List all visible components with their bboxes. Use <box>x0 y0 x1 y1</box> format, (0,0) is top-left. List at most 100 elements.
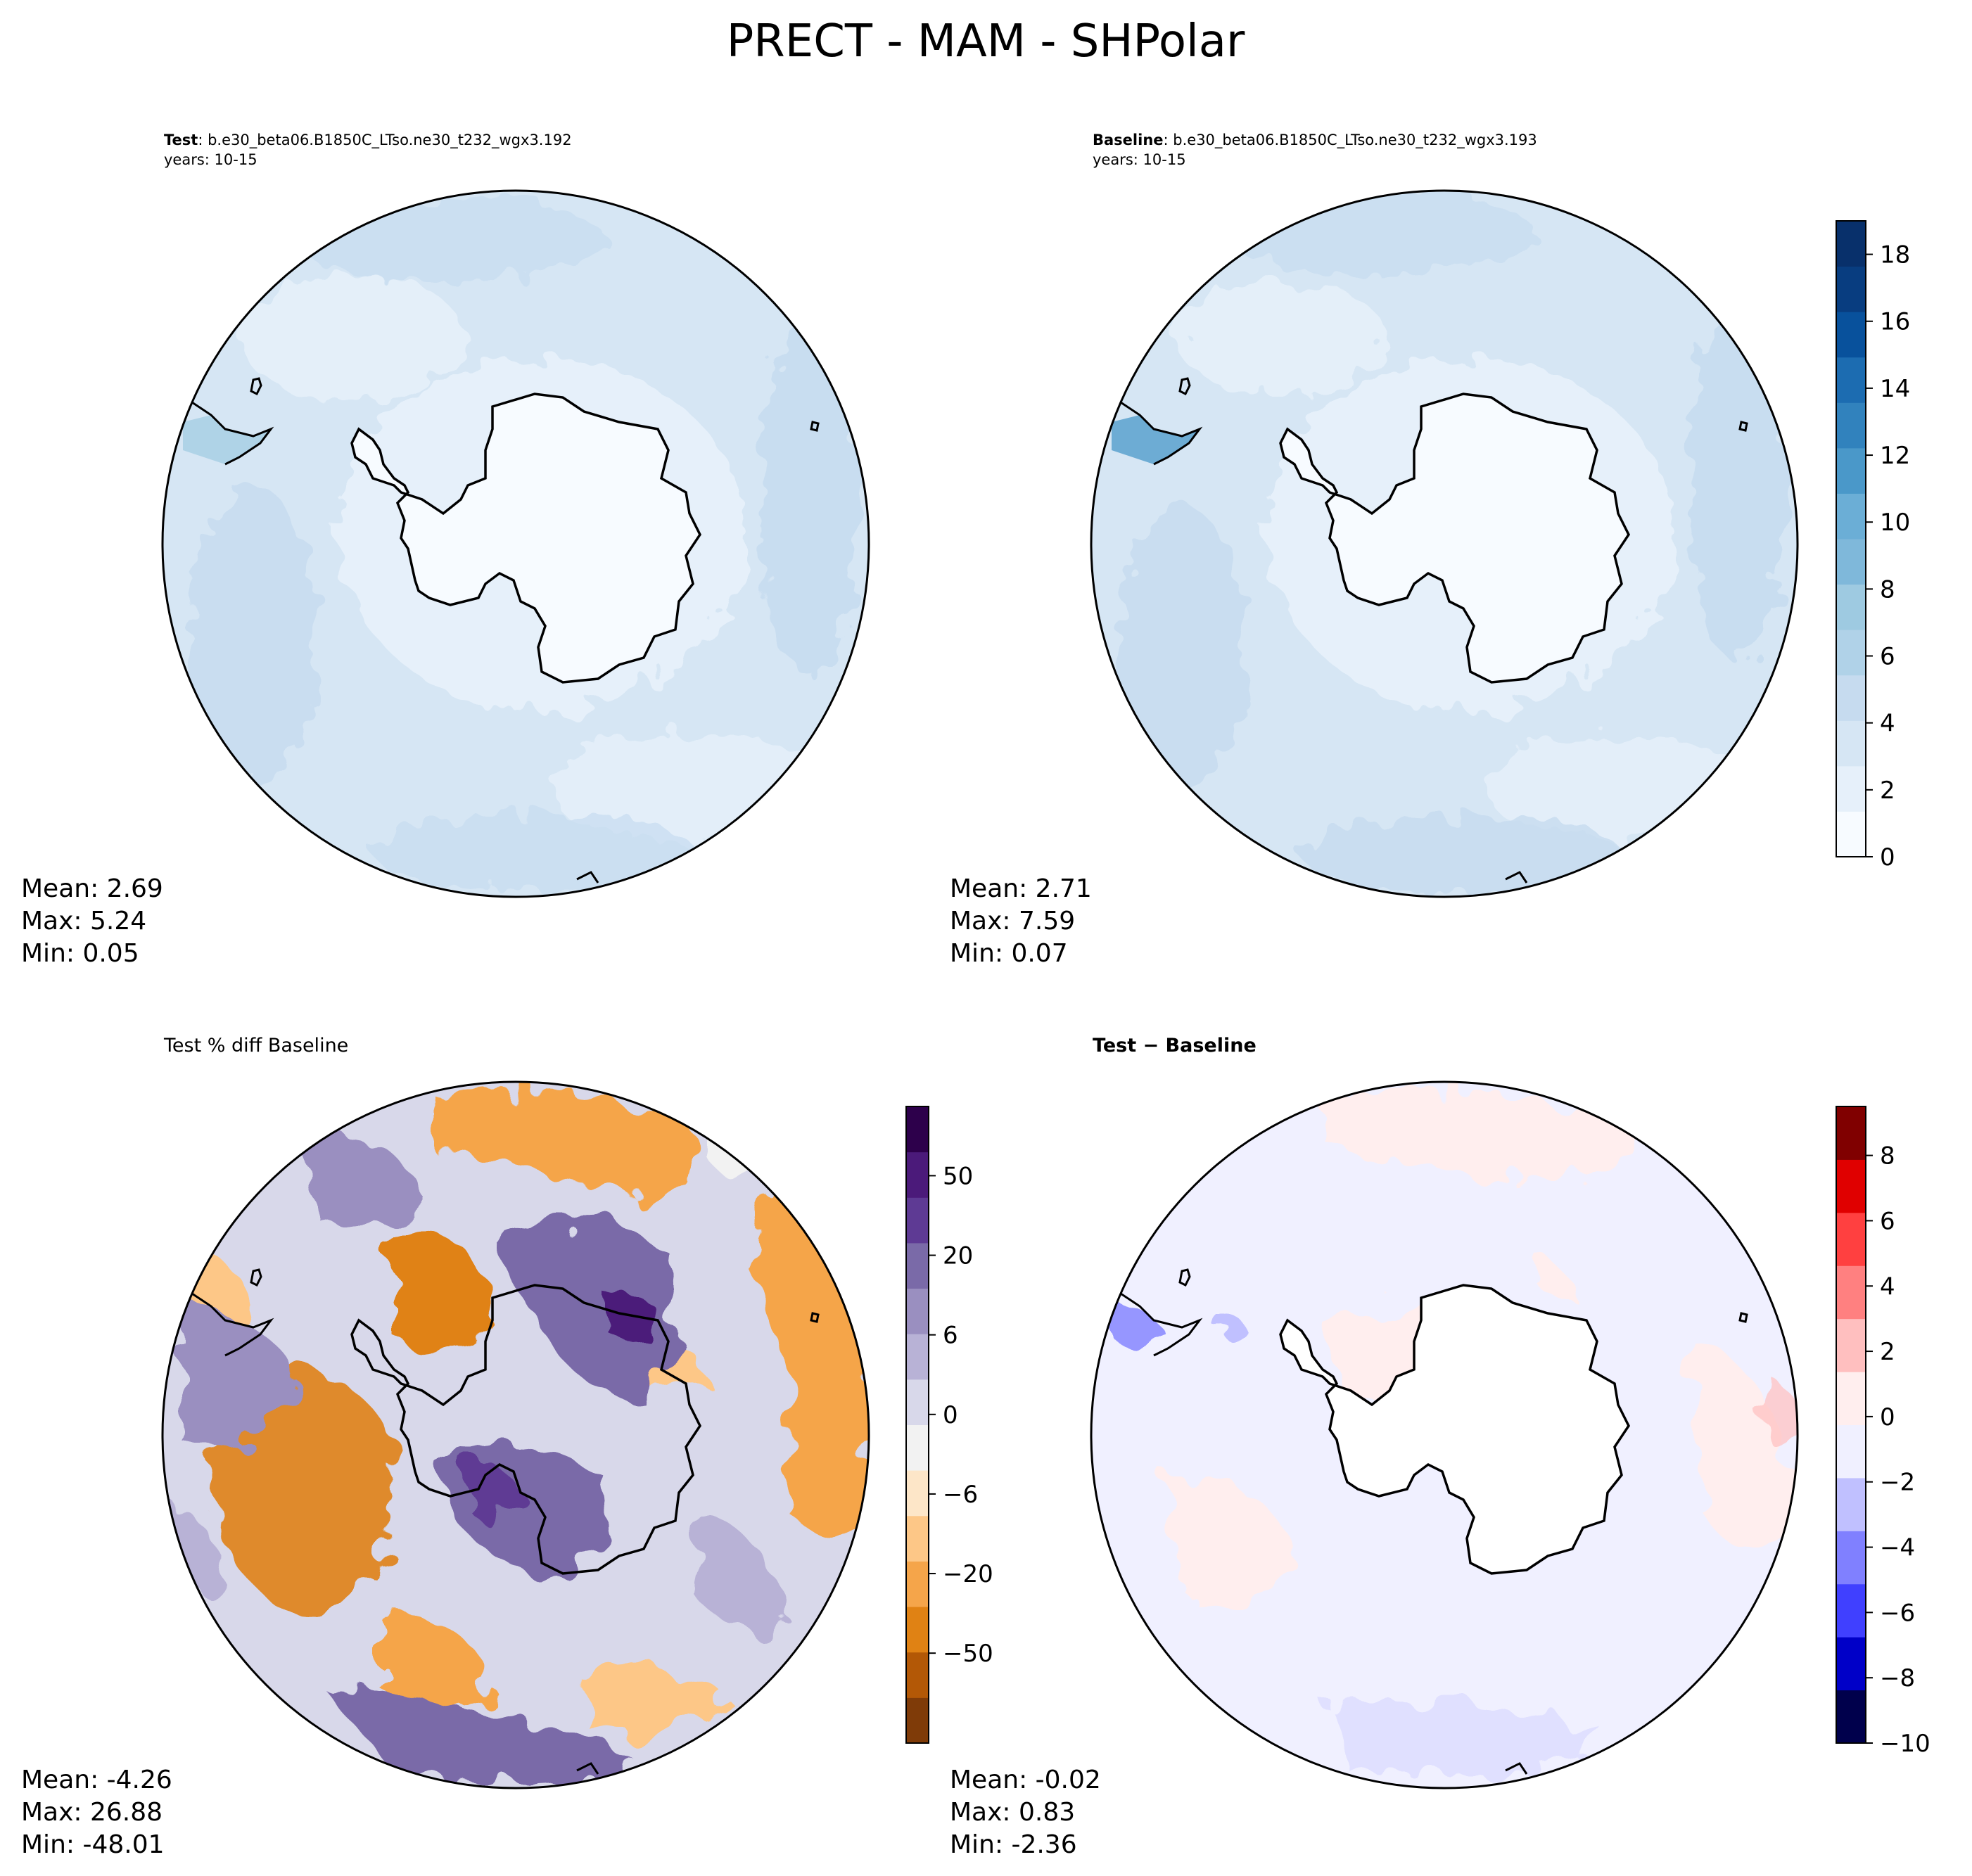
test-years: years: 10-15 <box>164 151 257 168</box>
pctdiff-stats: Mean: -4.26 Max: 26.88 Min: -48.01 <box>21 1766 172 1859</box>
seismic-colorbar-segment <box>1836 1159 1866 1213</box>
blues-colorbar-segment <box>1836 811 1866 857</box>
seismic-colorbar-segment <box>1836 1531 1866 1585</box>
seismic-colorbar-tick-label: −8 <box>1880 1664 1915 1692</box>
seismic-colorbar-segment <box>1836 1637 1866 1691</box>
puor-colorbar-segment <box>906 1607 929 1653</box>
baseline-min: Min: 0.07 <box>950 939 1068 968</box>
baseline-mean: Mean: 2.71 <box>950 874 1092 903</box>
blues-colorbar-tick-label: 12 <box>1880 442 1910 470</box>
puor-colorbar-tick-label: −50 <box>943 1640 993 1668</box>
pctdiff-title: Test % diff Baseline <box>163 1035 348 1057</box>
puor-colorbar-segment <box>906 1470 929 1517</box>
antarctica-outline <box>1279 393 1631 684</box>
test-min: Min: 0.05 <box>21 939 139 968</box>
pctdiff-min: Min: -48.01 <box>21 1830 165 1859</box>
puor-colorbar-tick-label: −20 <box>943 1560 993 1588</box>
blues-colorbar-segment <box>1836 447 1866 494</box>
puor-colorbar-segment <box>906 1561 929 1607</box>
blues-colorbar-tick-label: 8 <box>1880 575 1895 604</box>
puor-colorbar-tick-label: 0 <box>943 1401 958 1429</box>
diff-stats: Mean: -0.02 Max: 0.83 Min: -2.36 <box>950 1766 1101 1859</box>
seismic-colorbar-segment <box>1836 1690 1866 1744</box>
blues-colorbar-segment <box>1836 584 1866 630</box>
blues-colorbar-segment <box>1836 221 1866 267</box>
puor-colorbar-segment <box>906 1106 929 1153</box>
antarctica-outline <box>350 1284 702 1575</box>
blues-colorbar-frame <box>1836 220 1866 857</box>
diff-mean: Mean: -0.02 <box>950 1766 1101 1794</box>
seismic-colorbar-segment <box>1836 1106 1866 1160</box>
panel-diff: Test − Baseline M <box>950 1035 1799 1859</box>
baseline-max: Max: 7.59 <box>950 907 1075 936</box>
blues-colorbar-tick-label: 0 <box>1880 843 1895 872</box>
blues-colorbar-segment <box>1836 720 1866 767</box>
puor-colorbar-tick-label: 6 <box>943 1322 958 1350</box>
seismic-colorbar-tick-label: −10 <box>1880 1730 1930 1758</box>
seismic-colorbar-tick-label: −4 <box>1880 1534 1915 1562</box>
blues-colorbar-tick-label: 10 <box>1880 509 1910 537</box>
panel-test: Test: b.e30_beta06.B1850C_LTso.ne30_t232… <box>21 132 870 968</box>
figure-title: PRECT - MAM - SHPolar <box>727 15 1245 68</box>
puor-colorbar-segment <box>906 1424 929 1471</box>
puor-colorbar-segment <box>906 1652 929 1698</box>
seismic-colorbar-tick-label: −6 <box>1880 1599 1915 1627</box>
blues-colorbar-segment <box>1836 312 1866 358</box>
seismic-colorbar-segment <box>1836 1477 1866 1531</box>
pctdiff-max: Max: 26.88 <box>21 1798 163 1827</box>
blues-colorbar-segment <box>1836 357 1866 403</box>
seismic-colorbar-segment <box>1836 1212 1866 1266</box>
blues-colorbar-tick-label: 14 <box>1880 375 1910 403</box>
seismic-colorbar-tick-label: −2 <box>1880 1469 1915 1497</box>
antarctica-outline <box>350 393 702 684</box>
baseline-title: Baseline: b.e30_beta06.B1850C_LTso.ne30_… <box>1093 132 1537 149</box>
seismic-colorbar-tick-label: 6 <box>1880 1207 1895 1235</box>
blues-colorbar-tick-label: 2 <box>1880 777 1895 805</box>
seismic-colorbar-tick-label: 2 <box>1880 1338 1895 1366</box>
blues-colorbar-segment <box>1836 493 1866 540</box>
diff-title: Test − Baseline <box>1093 1035 1257 1057</box>
seismic-colorbar-segment <box>1836 1265 1866 1320</box>
puor-colorbar-segment <box>906 1288 929 1334</box>
seismic-colorbar-segment <box>1836 1318 1866 1372</box>
puor-colorbar-tick-label: 20 <box>943 1242 973 1270</box>
diff-map <box>1090 1080 1799 1789</box>
blues-colorbar-tick-label: 6 <box>1880 643 1895 671</box>
puor-colorbar-segment <box>906 1197 929 1244</box>
puor-colorbar-segment <box>906 1515 929 1562</box>
test-stats: Mean: 2.69 Max: 5.24 Min: 0.05 <box>21 874 163 968</box>
seismic-colorbar-frame <box>1836 1106 1866 1744</box>
puor-colorbar-segment <box>906 1697 929 1744</box>
test-map <box>161 189 870 898</box>
blues-colorbar-tick-label: 16 <box>1880 308 1910 336</box>
diff-min: Min: -2.36 <box>950 1830 1077 1859</box>
seismic-colorbar-tick-label: 0 <box>1880 1403 1895 1431</box>
test-max: Max: 5.24 <box>21 907 146 936</box>
pctdiff-mean: Mean: -4.26 <box>21 1766 172 1794</box>
seismic-colorbar-tick-label: 8 <box>1880 1142 1895 1170</box>
seismic-colorbar-segment <box>1836 1372 1866 1425</box>
blues-colorbar-tick-label: 18 <box>1880 241 1910 269</box>
puor-colorbar-tick-label: −6 <box>943 1481 978 1509</box>
baseline-stats: Mean: 2.71 Max: 7.59 Min: 0.07 <box>950 874 1092 968</box>
puor-colorbar-segment <box>906 1242 929 1289</box>
blues-colorbar-segment <box>1836 539 1866 585</box>
panel-baseline: Baseline: b.e30_beta06.B1850C_LTso.ne30_… <box>950 132 1799 968</box>
colorbar-seismic: 8 6 4 2 0 −2 −4 −6 −8 −10 <box>1836 1106 1930 1758</box>
blues-colorbar-segment <box>1836 675 1866 721</box>
panel-pct-diff: Test % diff Baseline <box>21 1035 870 1859</box>
baseline-years: years: 10-15 <box>1093 151 1186 168</box>
baseline-map <box>1090 189 1799 898</box>
blues-colorbar-segment <box>1836 266 1866 312</box>
colorbar-blues: 0 2 4 6 8 10 12 14 16 18 <box>1836 220 1910 872</box>
puor-colorbar-frame <box>905 1106 929 1744</box>
pctdiff-map <box>161 1080 870 1789</box>
seismic-colorbar-segment <box>1836 1424 1866 1479</box>
test-title: Test: b.e30_beta06.B1850C_LTso.ne30_t232… <box>164 132 572 149</box>
seismic-colorbar-tick-label: 4 <box>1880 1272 1895 1301</box>
blues-colorbar-tick-label: 4 <box>1880 710 1895 738</box>
puor-colorbar-segment <box>906 1379 929 1425</box>
colorbar-puor: 50 20 6 0 −6 −20 −50 <box>905 1106 993 1744</box>
diff-max: Max: 0.83 <box>950 1798 1075 1827</box>
